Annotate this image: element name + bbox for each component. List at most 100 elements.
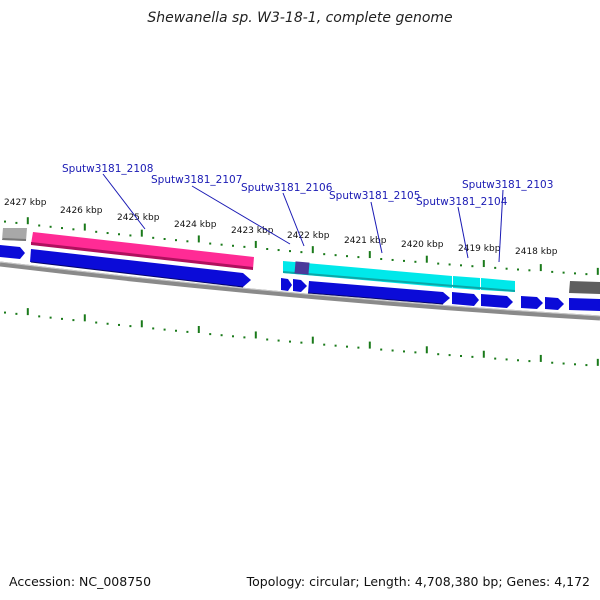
minor-tick (220, 334, 223, 337)
minor-tick (277, 249, 280, 252)
tick-label: 2424 kbp (174, 220, 217, 230)
minor-tick (232, 244, 234, 247)
major-tick (425, 255, 428, 263)
major-tick (140, 229, 143, 237)
leader-line (191, 185, 291, 245)
gray-feature-right (569, 281, 600, 294)
cds-arrow (545, 297, 564, 310)
major-tick (368, 341, 371, 349)
minor-tick (574, 363, 576, 366)
minor-tick (72, 228, 75, 231)
minor-tick (118, 233, 120, 236)
minor-tick (106, 232, 109, 235)
minor-tick (460, 264, 462, 267)
minor-tick (380, 258, 383, 261)
minor-tick (118, 323, 120, 326)
minor-tick (334, 344, 337, 347)
cds-arrow (481, 294, 513, 308)
minor-tick (186, 240, 189, 243)
minor-tick (163, 328, 166, 331)
minor-tick (232, 335, 234, 338)
minor-tick (437, 353, 440, 356)
minor-tick (551, 270, 554, 273)
minor-tick (357, 256, 360, 259)
tick-label: 2423 kbp (231, 226, 274, 236)
minor-tick (494, 266, 497, 269)
gene-labels: Sputw3181_2108 Sputw3181_2107 Sputw3181_… (62, 163, 553, 208)
cyan-feature-1 (283, 261, 452, 288)
minor-tick (528, 269, 531, 272)
cds-arrow (30, 249, 251, 287)
minor-tick (243, 245, 246, 248)
gene-label: Sputw3181_2103 (462, 179, 553, 191)
leader-line (457, 206, 469, 259)
minor-tick (437, 262, 440, 265)
minor-tick (505, 267, 508, 270)
minor-tick (403, 350, 405, 353)
minor-tick (15, 312, 18, 315)
minor-tick (95, 321, 98, 324)
gene-label: Sputw3181_2104 (416, 196, 508, 208)
minor-tick (517, 268, 519, 271)
tick-label: 2420 kbp (401, 240, 444, 250)
minor-tick (72, 319, 75, 322)
minor-tick (403, 259, 405, 262)
leader-line (498, 189, 504, 263)
tick-label: 2422 kbp (287, 231, 330, 241)
cds-track-shade (30, 261, 444, 305)
minor-tick (471, 355, 474, 358)
minor-tick (38, 224, 41, 227)
minor-tick (49, 225, 52, 228)
gene-label: Sputw3181_2108 (62, 163, 153, 175)
minor-tick (562, 271, 565, 274)
minor-tick (277, 339, 280, 342)
cds-arrow (308, 281, 450, 304)
major-tick (197, 235, 200, 243)
cds-arrow (569, 298, 600, 311)
leader-line (282, 192, 305, 247)
minor-tick (414, 351, 417, 354)
minor-tick (585, 364, 588, 367)
major-tick (140, 320, 143, 328)
minor-tick (528, 360, 531, 363)
gene-label: Sputw3181_2105 (329, 190, 420, 202)
minor-tick (4, 311, 6, 314)
minor-tick (334, 254, 337, 257)
tick-label: 2425 kbp (117, 213, 160, 223)
minor-tick (15, 221, 18, 224)
tick-label: 2426 kbp (60, 206, 103, 216)
minor-tick (175, 239, 177, 242)
tick-labels: 2427 kbp 2426 kbp 2425 kbp 2424 kbp 2423… (4, 198, 558, 257)
minor-tick (551, 361, 554, 364)
tick-label: 2419 kbp (458, 244, 501, 254)
genome-backbone-highlight (0, 261, 600, 317)
major-tick (26, 308, 29, 316)
major-tick (539, 264, 542, 272)
minor-tick (574, 272, 576, 275)
tick-label: 2418 kbp (515, 247, 558, 257)
gene-label-leaders (102, 173, 504, 263)
minor-tick (4, 220, 6, 223)
minor-tick (38, 315, 41, 318)
major-tick (482, 350, 485, 358)
cyan-feature-shade (283, 271, 515, 292)
major-tick (83, 223, 86, 231)
minor-tick (220, 243, 223, 246)
minor-tick (585, 273, 588, 276)
minor-tick (209, 333, 212, 336)
gene-label: Sputw3181_2106 (241, 182, 333, 194)
pink-feature (31, 232, 254, 269)
leader-line (102, 173, 146, 230)
major-tick (539, 354, 542, 362)
major-tick (425, 346, 428, 354)
major-tick (311, 246, 314, 254)
cds-arrow (293, 279, 307, 292)
minor-tick (49, 316, 52, 319)
tick-label: 2421 kbp (344, 236, 387, 246)
minor-tick (266, 338, 269, 341)
minor-tick (562, 362, 565, 365)
minor-tick (448, 263, 451, 266)
minor-tick (391, 258, 394, 261)
major-tick (482, 260, 485, 268)
outer-tick-ring (4, 217, 599, 276)
